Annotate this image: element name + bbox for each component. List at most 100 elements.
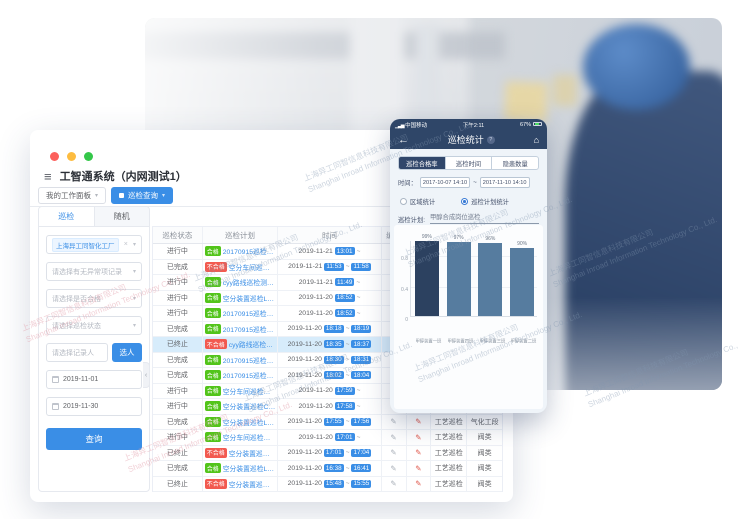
sidebar-collapse-handle[interactable]: ‹ xyxy=(143,362,150,388)
start-time-chip[interactable]: 18:18 xyxy=(323,324,344,333)
filter-select-1[interactable]: 请选择是否合格 ▾ xyxy=(46,289,142,308)
time-tilde: ~ xyxy=(356,309,361,317)
time-to-field[interactable]: 2017-11-10 14:10 xyxy=(479,177,530,188)
start-date-input[interactable]: 2019-11-01 xyxy=(46,370,142,389)
time-from-field[interactable]: 2017-10-07 14:10 xyxy=(419,177,471,188)
end-time-chip[interactable]: 11:58 xyxy=(351,262,371,271)
record-pencil-icon[interactable]: ✎ xyxy=(415,463,422,473)
plan-link[interactable]: 20170915巡检测试 xyxy=(222,357,276,365)
query-button[interactable]: 查询 xyxy=(46,428,142,450)
start-time-chip[interactable]: 18:02 xyxy=(323,371,344,380)
tab-inspection-query[interactable]: 巡检查询 ▾ xyxy=(111,187,174,204)
start-time-chip[interactable]: 18:35 xyxy=(323,340,344,349)
table-row[interactable]: 已完成 合格 空分装置巡检LPF 2019-11-20 17:55 ~17:56 ✎ ✎ 工艺巡… xyxy=(153,414,502,430)
table-row[interactable]: 已完成 合格 空分装置巡检LPF 2019-11-20 16:38 ~16:41 ✎ ✎ 工艺巡… xyxy=(153,461,502,477)
edit-pencil-icon[interactable]: ✎ xyxy=(390,463,397,473)
cell-area: 阀类 xyxy=(477,449,492,457)
record-pencil-icon[interactable]: ✎ xyxy=(415,417,422,427)
end-time-chip[interactable]: 17:56 xyxy=(351,417,372,426)
record-pencil-icon[interactable]: ✎ xyxy=(415,432,422,442)
plan-link[interactable]: 空分车间巡检路线 xyxy=(222,388,276,396)
edit-pencil-icon[interactable]: ✎ xyxy=(390,417,397,427)
end-date-input[interactable]: 2019-11-30 xyxy=(46,397,142,416)
table-row[interactable]: 进行中 合格 空分车间巡检路线 2019-11-20 17:01 ~ ✎ ✎ 工艺巡检 阀类 xyxy=(153,430,502,446)
chevron-down-icon: ▾ xyxy=(132,323,136,329)
plan-link[interactable]: cyy路线巡检测试计划 xyxy=(228,342,276,350)
sidebar-tab-random[interactable]: 随机 xyxy=(93,207,149,226)
segment-2[interactable]: 隐患数量 xyxy=(491,157,538,169)
maximize-window-dot[interactable] xyxy=(84,152,93,161)
end-time-chip[interactable]: 17:04 xyxy=(351,448,372,457)
plan-link[interactable]: 空分装置巡检LFF xyxy=(222,295,276,303)
start-time-chip[interactable]: 18:30 xyxy=(323,355,344,364)
filter-placeholder: 请选择巡检状态 xyxy=(52,322,101,330)
edit-pencil-icon[interactable]: ✎ xyxy=(390,448,397,458)
factory-multiselect[interactable]: 上海异工同智化工厂 × ▾ xyxy=(46,235,142,254)
cell-plan: 合格 空分车间巡检路线 xyxy=(203,383,279,398)
hamburger-menu-icon[interactable]: ≡ xyxy=(44,168,52,184)
header-plan[interactable]: 巡检计划 xyxy=(203,227,279,243)
record-pencil-icon[interactable]: ✎ xyxy=(415,448,422,458)
back-arrow-icon[interactable]: ← xyxy=(398,133,409,146)
close-window-dot[interactable] xyxy=(50,152,59,161)
start-time-chip[interactable]: 17:55 xyxy=(323,417,344,426)
start-time-chip[interactable]: 13:01 xyxy=(334,247,355,256)
plan-link[interactable]: 空分车间巡检路线 xyxy=(228,264,276,272)
edit-pencil-icon[interactable]: ✎ xyxy=(390,432,397,442)
sidebar-tab-inspection[interactable]: 巡检 xyxy=(39,207,94,226)
clear-icon[interactable]: × xyxy=(123,241,128,248)
record-pencil-icon[interactable]: ✎ xyxy=(415,479,422,489)
plan-link[interactable]: 空分车间巡检路线 xyxy=(222,435,276,443)
start-time-chip[interactable]: 17:01 xyxy=(334,433,355,442)
start-time-chip[interactable]: 16:38 xyxy=(323,464,344,473)
start-time-chip[interactable]: 18:52 xyxy=(334,309,355,318)
table-row[interactable]: 已终止不合格空分装置巡检LPF2019-11-2015:48~15:55✎✎工艺… xyxy=(153,476,502,492)
end-time-chip[interactable]: 18:37 xyxy=(351,340,372,349)
edit-pencil-icon[interactable]: ✎ xyxy=(390,479,397,489)
help-icon[interactable]: ? xyxy=(486,135,495,144)
start-time-chip[interactable]: 11:49 xyxy=(335,278,355,287)
table-row[interactable]: 已终止不合格空分装置巡检LPF2019-11-2017:01~17:04✎✎工艺… xyxy=(153,445,502,461)
radio-0[interactable]: 区域统计 xyxy=(400,197,435,206)
plan-link[interactable]: cyy路线巡检测试计划 xyxy=(222,280,276,288)
gridline xyxy=(411,286,537,288)
plan-link[interactable]: 空分装置巡检CSY xyxy=(222,404,276,412)
tab-my-workpanel[interactable]: 我的工作面板 ▾ xyxy=(38,187,107,204)
plan-link[interactable]: 20170915巡检测试 xyxy=(222,326,276,334)
end-time-chip[interactable]: 16:41 xyxy=(351,464,372,473)
cell-status: 已完成 xyxy=(153,461,203,476)
radio-1[interactable]: 巡检计划统计 xyxy=(461,197,509,206)
start-time-chip[interactable]: 17:59 xyxy=(334,386,355,395)
end-time-chip[interactable]: 18:31 xyxy=(351,355,372,364)
header-status[interactable]: 巡检状态 xyxy=(153,227,203,243)
start-time-chip[interactable]: 17:58 xyxy=(334,402,355,411)
plan-link[interactable]: 空分装置巡检LPF xyxy=(222,466,276,474)
start-time-chip[interactable]: 11:53 xyxy=(324,262,344,271)
filter-select-2[interactable]: 请选择巡检状态 ▾ xyxy=(46,316,142,335)
segment-1[interactable]: 巡检时间 xyxy=(444,157,492,169)
factory-tag[interactable]: 上海异工同智化工厂 xyxy=(52,237,119,252)
minimize-window-dot[interactable] xyxy=(67,152,76,161)
cell-status: 进行中 xyxy=(153,275,203,290)
plan-link[interactable]: 空分装置巡检LPF xyxy=(228,481,276,489)
start-time-chip[interactable]: 18:52 xyxy=(334,293,355,302)
segment-0[interactable]: 巡检合格率 xyxy=(399,157,445,169)
home-icon[interactable]: ⌂ xyxy=(533,134,539,145)
recorder-input[interactable]: 请选择记录人 xyxy=(46,343,108,362)
pick-person-button[interactable]: 选人 xyxy=(112,343,142,362)
plan-value-field[interactable]: 甲醇合成岗位巡检 xyxy=(429,212,539,224)
plan-link[interactable]: 20170915巡检测试 xyxy=(222,373,276,381)
plan-link[interactable]: 20170915巡检测试 xyxy=(222,311,276,319)
start-time-chip[interactable]: 17:01 xyxy=(323,448,344,457)
result-badge: 合格 xyxy=(204,354,221,365)
end-time-chip[interactable]: 18:19 xyxy=(351,324,372,333)
plan-link[interactable]: 20170915巡检测试 xyxy=(222,249,276,257)
start-time-chip[interactable]: 15:48 xyxy=(323,479,344,488)
plan-link[interactable]: 空分装置巡检LPF xyxy=(222,419,276,427)
end-time-chip[interactable]: 18:04 xyxy=(351,371,372,380)
filter-select-0[interactable]: 请选择有无异常项记录 ▾ xyxy=(46,262,142,281)
carrier-label: 中国移动 xyxy=(405,122,428,129)
plan-link[interactable]: 空分装置巡检LPF xyxy=(228,450,276,458)
end-time-chip[interactable]: 15:55 xyxy=(351,479,372,488)
header-time[interactable]: 时间 xyxy=(278,227,382,243)
